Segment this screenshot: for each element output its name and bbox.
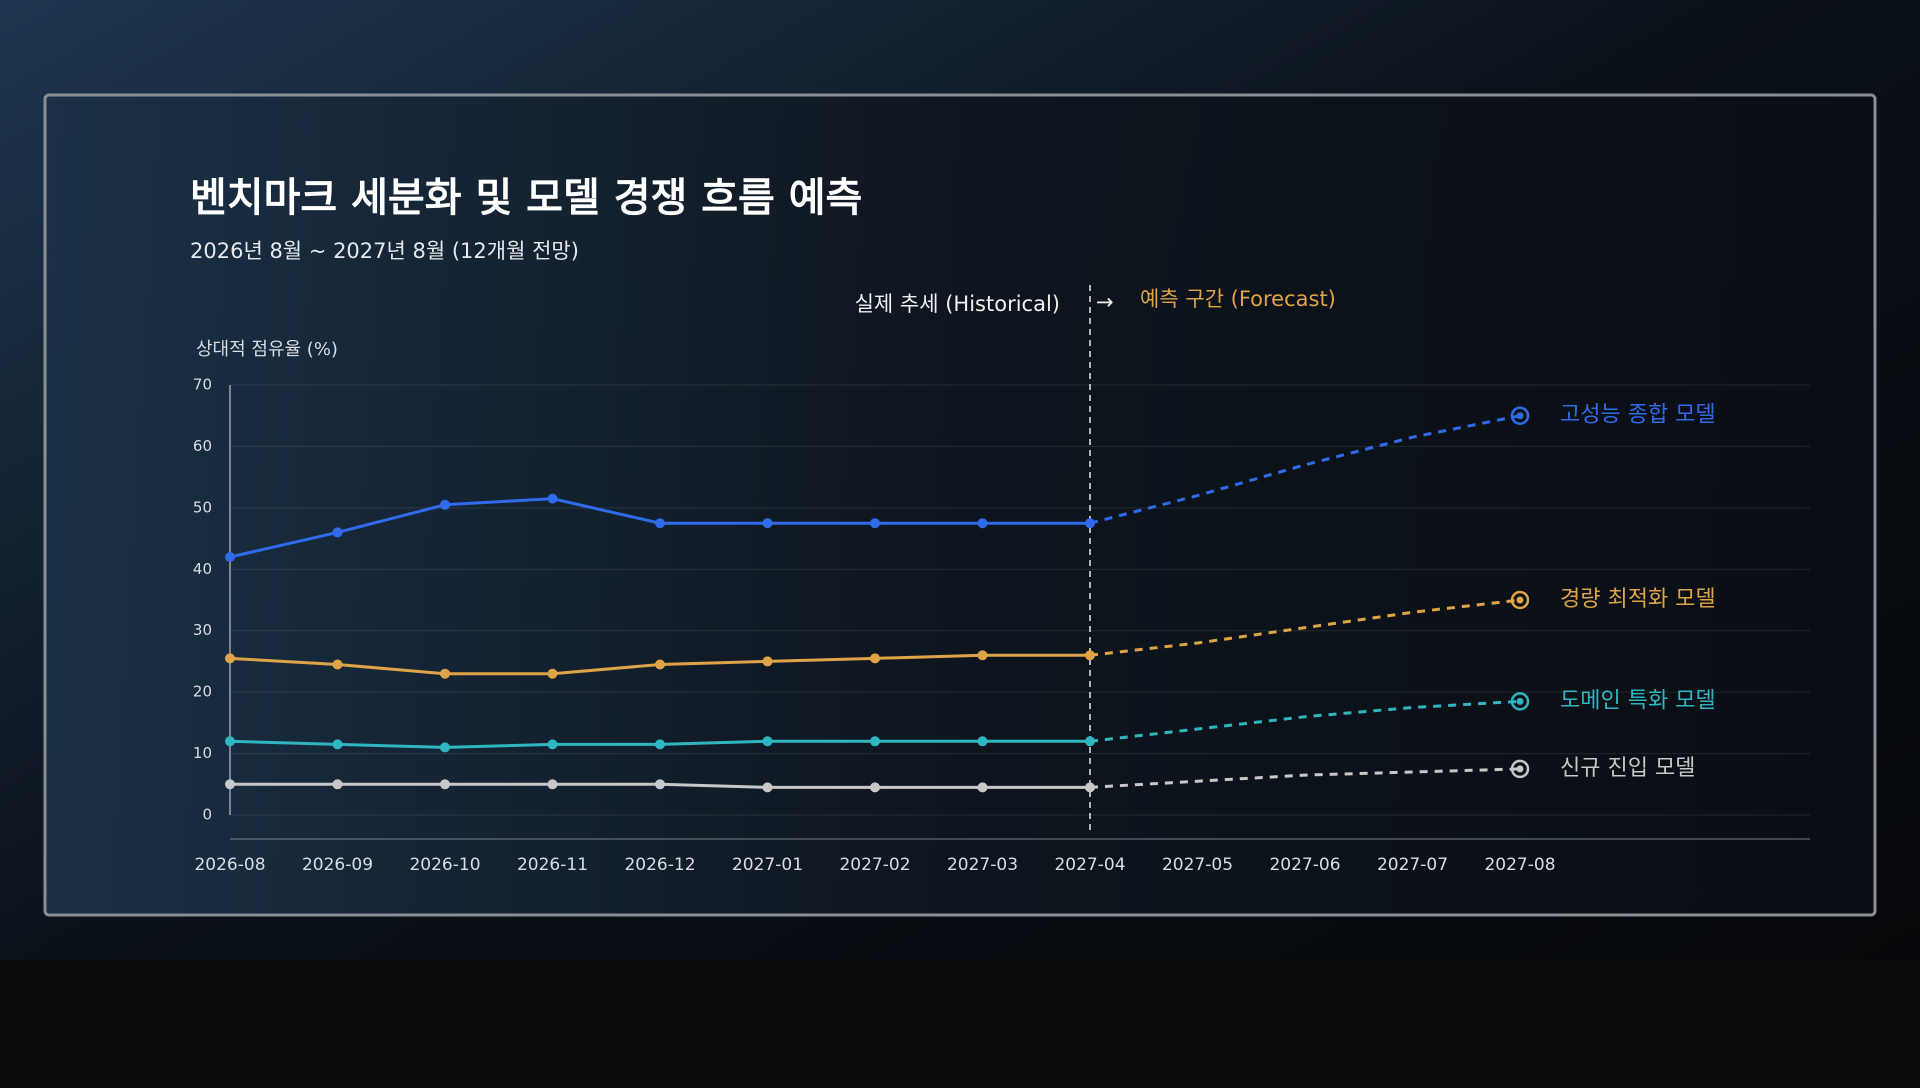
- x-tick-label: 2027-02: [839, 855, 910, 875]
- data-point: [762, 518, 773, 529]
- data-point: [1085, 736, 1095, 747]
- series-label: 경량 최적화 모델: [1560, 587, 1716, 612]
- data-point: [440, 668, 450, 679]
- forecast-line: [1089, 699, 1521, 743]
- y-tick-label: 40: [193, 560, 212, 578]
- y-tick-label: 10: [193, 744, 212, 762]
- forecast-end-ring: [1510, 692, 1530, 711]
- data-point: [547, 779, 558, 790]
- forecast-end-ring: [1510, 759, 1530, 779]
- y-tick-label: 20: [193, 683, 212, 701]
- x-tick-label: 2027-01: [732, 855, 803, 875]
- x-tick-label: 2027-06: [1269, 855, 1340, 875]
- data-point: [547, 493, 558, 504]
- annotation-forecast: 예측 구간 (Forecast): [1140, 287, 1336, 311]
- data-point: [225, 736, 235, 747]
- y-axis-label: 상대적 점유율 (%): [196, 339, 338, 360]
- y-tick-label: 70: [193, 376, 212, 394]
- monitor-panel: [43, 93, 1877, 917]
- data-point: [225, 653, 235, 664]
- y-tick-label: 0: [202, 806, 212, 824]
- data-point: [332, 527, 343, 538]
- annotation-arrow: →: [1096, 290, 1114, 314]
- data-point: [332, 779, 343, 790]
- x-tick-label: 2027-04: [1054, 855, 1125, 875]
- annotation-historical: 실제 추세 (Historical): [855, 292, 1060, 316]
- forecast-end-dot: [1516, 765, 1524, 773]
- data-point: [332, 659, 343, 670]
- series-label: 신규 진입 모델: [1560, 756, 1695, 781]
- data-point: [440, 779, 450, 790]
- data-point: [870, 736, 880, 747]
- data-point: [870, 782, 880, 793]
- data-point: [225, 552, 235, 562]
- data-point: [870, 653, 880, 664]
- x-tick-label: 2027-03: [947, 855, 1018, 875]
- data-point: [655, 659, 665, 670]
- chart-title: 벤치마크 세분화 및 모델 경쟁 흐름 예측: [190, 175, 862, 221]
- data-point: [1085, 650, 1095, 661]
- x-tick-label: 2027-07: [1377, 855, 1448, 875]
- data-point: [225, 779, 235, 790]
- data-point: [870, 518, 880, 529]
- forecast-end-ring: [1510, 406, 1530, 425]
- forecast-end-dot: [1516, 697, 1524, 705]
- forecast-line: [1089, 767, 1521, 789]
- forecast-line: [1089, 598, 1521, 657]
- forecast-end-dot: [1516, 412, 1524, 420]
- chart-subtitle: 2026년 8월 ~ 2027년 8월 (12개월 전망): [190, 239, 579, 263]
- data-point: [655, 518, 665, 529]
- data-point: [547, 739, 558, 750]
- series-label: 도메인 특화 모델: [1560, 688, 1716, 713]
- data-point: [762, 782, 773, 793]
- data-point: [977, 650, 988, 661]
- data-point: [440, 742, 450, 753]
- data-point: [655, 779, 665, 790]
- forecast-end-ring: [1510, 590, 1530, 610]
- x-tick-label: 2027-08: [1484, 855, 1555, 875]
- data-point: [655, 739, 665, 750]
- x-tick-label: 2026-11: [517, 855, 588, 875]
- data-point: [1085, 782, 1095, 793]
- desk: [0, 960, 1920, 1088]
- data-point: [977, 782, 988, 793]
- data-point: [977, 518, 988, 529]
- y-tick-label: 30: [193, 621, 212, 639]
- x-tick-label: 2026-09: [302, 855, 373, 875]
- data-point: [762, 736, 773, 747]
- data-point: [332, 739, 343, 750]
- x-tick-label: 2027-05: [1162, 855, 1233, 875]
- data-point: [977, 736, 988, 747]
- x-tick-label: 2026-08: [194, 855, 265, 875]
- data-point: [440, 499, 450, 510]
- forecast-end-dot: [1516, 596, 1524, 604]
- data-point: [1085, 518, 1095, 529]
- data-point: [762, 656, 773, 667]
- y-tick-label: 50: [193, 498, 212, 516]
- x-tick-label: 2026-12: [624, 855, 695, 875]
- x-tick-label: 2026-10: [409, 855, 480, 875]
- series-label: 고성능 종합 모델: [1560, 403, 1716, 428]
- data-point: [547, 668, 558, 679]
- y-tick-label: 60: [193, 437, 212, 455]
